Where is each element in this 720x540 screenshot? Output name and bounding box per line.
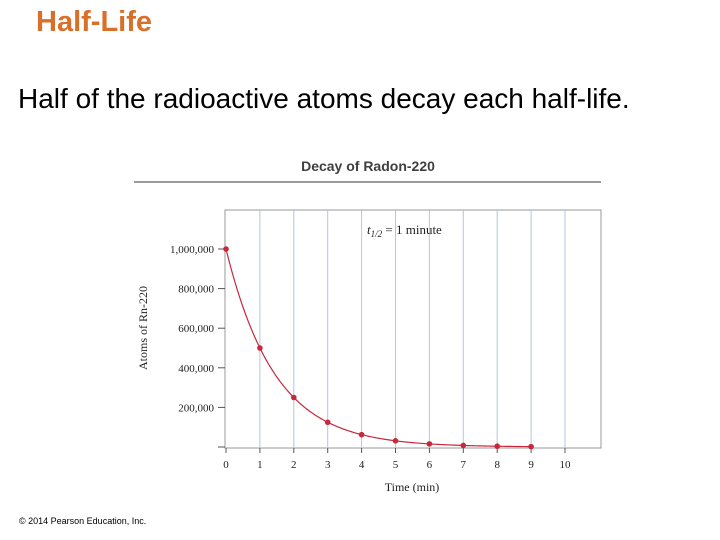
grid-lines: [259, 210, 566, 448]
y-tick-label: 400,000: [178, 363, 214, 375]
data-point: [324, 419, 331, 426]
x-tick-label: 1: [257, 459, 263, 471]
x-axis-label: Time (min): [385, 480, 440, 494]
annotation-text: = 1 minute: [382, 222, 442, 237]
y-tick-label: 200,000: [178, 402, 214, 414]
x-tick-label: 9: [528, 459, 534, 471]
x-tick-label: 4: [359, 459, 365, 471]
data-point: [358, 431, 365, 438]
decay-curve: [225, 248, 532, 448]
data-point: [494, 443, 501, 450]
x-tick-label: 3: [325, 459, 331, 471]
y-axis-label: Atoms of Rn-220: [136, 286, 150, 370]
axis-ticks: 0 1 2 3 4 5 6 7 8 9 10 200,000 400,000 600,000 800,000…: [170, 244, 571, 471]
data-point: [426, 441, 433, 447]
x-tick-label: 7: [461, 459, 467, 471]
x-tick-label: 10: [560, 459, 572, 471]
data-points: [223, 246, 534, 450]
annotation-symbol: t: [367, 222, 371, 237]
x-tick-label: 2: [291, 459, 297, 471]
data-point: [528, 443, 534, 450]
data-point: [392, 438, 399, 444]
data-point: [223, 246, 229, 252]
data-point: [291, 394, 297, 401]
slide-title: Half-Life: [36, 6, 152, 38]
chart-title: Decay of Radon-220: [301, 158, 435, 174]
copyright-note: © 2014 Pearson Education, Inc.: [19, 516, 147, 526]
slide-body-text: Half of the radioactive atoms decay each…: [18, 83, 630, 114]
plot-frame: [224, 209, 602, 449]
half-life-annotation: t1/2 = 1 minute: [367, 222, 442, 239]
y-tick-label: 800,000: [178, 284, 214, 296]
x-tick-label: 6: [427, 459, 433, 471]
annotation-subscript: 1/2: [371, 229, 383, 239]
data-point: [257, 345, 263, 351]
data-point: [460, 442, 467, 449]
x-tick-label: 5: [393, 459, 399, 471]
y-tick-label: 1,000,000: [170, 244, 215, 256]
x-tick-label: 8: [494, 459, 500, 471]
x-tick-label: 0: [223, 459, 229, 471]
y-tick-label: 600,000: [178, 323, 214, 335]
